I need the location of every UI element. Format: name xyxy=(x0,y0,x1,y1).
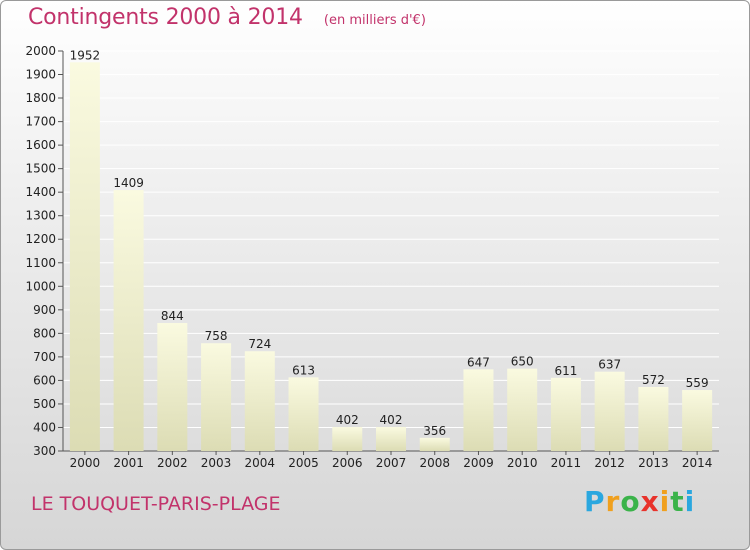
y-tick-label: 900 xyxy=(33,303,56,317)
bar-value-label: 1952 xyxy=(70,48,101,62)
bar xyxy=(244,351,275,451)
bar-value-label: 572 xyxy=(642,373,665,387)
x-tick-label: 2006 xyxy=(332,456,363,470)
logo-letter: i xyxy=(659,485,671,518)
y-tick-label: 1400 xyxy=(25,185,56,199)
bar-value-label: 356 xyxy=(423,424,446,438)
x-tick-label: 2005 xyxy=(288,456,319,470)
bar-value-label: 1409 xyxy=(113,176,144,190)
bar xyxy=(288,377,319,451)
bar xyxy=(113,190,144,451)
y-tick-label: 1000 xyxy=(25,279,56,293)
x-tick-label: 2000 xyxy=(70,456,101,470)
x-tick-label: 2004 xyxy=(245,456,276,470)
x-tick-label: 2009 xyxy=(463,456,494,470)
bar-value-label: 637 xyxy=(598,358,621,372)
bar-value-label: 611 xyxy=(554,364,577,378)
bar xyxy=(463,369,494,451)
x-tick-label: 2013 xyxy=(638,456,669,470)
bar xyxy=(550,377,581,451)
y-tick-label: 400 xyxy=(33,420,56,434)
y-tick-label: 1900 xyxy=(25,68,56,82)
logo-letter: P xyxy=(584,485,606,518)
y-tick-label: 600 xyxy=(33,373,56,387)
bar xyxy=(69,62,100,451)
y-tick-label: 2000 xyxy=(25,44,56,58)
y-tick-label: 500 xyxy=(33,397,56,411)
x-tick-label: 2008 xyxy=(419,456,450,470)
bar xyxy=(419,437,450,451)
x-tick-label: 2003 xyxy=(201,456,232,470)
bar xyxy=(332,427,363,451)
chart-header: Contingents 2000 à 2014 (en milliers d'€… xyxy=(28,5,426,30)
chart-title: Contingents 2000 à 2014 xyxy=(28,5,303,30)
x-tick-label: 2001 xyxy=(113,456,144,470)
bar-value-label: 724 xyxy=(248,337,271,351)
bar xyxy=(201,343,232,451)
y-tick-label: 1300 xyxy=(25,209,56,223)
bar xyxy=(157,323,188,451)
y-tick-label: 1100 xyxy=(25,256,56,270)
bar-value-label: 402 xyxy=(336,413,359,427)
y-tick-label: 300 xyxy=(33,444,56,458)
bar xyxy=(594,371,625,451)
y-tick-label: 1200 xyxy=(25,232,56,246)
bar xyxy=(376,427,406,451)
bar-value-label: 613 xyxy=(292,363,315,377)
y-tick-label: 1800 xyxy=(25,91,56,105)
location-label: LE TOUQUET-PARIS-PLAGE xyxy=(31,493,281,515)
x-tick-label: 2011 xyxy=(551,456,582,470)
logo-letter: r xyxy=(605,485,621,518)
logo-letter: t xyxy=(670,485,685,518)
bar-value-label: 559 xyxy=(686,376,709,390)
bar-value-label: 647 xyxy=(467,355,490,369)
bar-value-label: 758 xyxy=(205,329,228,343)
logo-letter: o xyxy=(620,485,641,518)
bar xyxy=(507,368,538,451)
logo-letter: i xyxy=(684,485,696,518)
logo-letter: x xyxy=(640,485,660,518)
x-tick-label: 2007 xyxy=(376,456,407,470)
y-tick-label: 800 xyxy=(33,326,56,340)
bar-value-label: 650 xyxy=(511,355,534,369)
x-tick-label: 2014 xyxy=(682,456,713,470)
y-tick-label: 1700 xyxy=(25,115,56,129)
bar-value-label: 402 xyxy=(380,413,403,427)
x-tick-label: 2010 xyxy=(507,456,538,470)
proxiti-logo: Proxiti xyxy=(584,485,695,518)
bar xyxy=(638,387,669,451)
x-tick-label: 2012 xyxy=(594,456,625,470)
y-tick-label: 700 xyxy=(33,350,56,364)
y-tick-label: 1600 xyxy=(25,138,56,152)
bar-value-label: 844 xyxy=(161,309,184,323)
bar xyxy=(682,390,713,451)
chart-subtitle: (en milliers d'€) xyxy=(323,13,426,28)
x-tick-label: 2002 xyxy=(157,456,188,470)
y-tick-label: 1500 xyxy=(25,162,56,176)
